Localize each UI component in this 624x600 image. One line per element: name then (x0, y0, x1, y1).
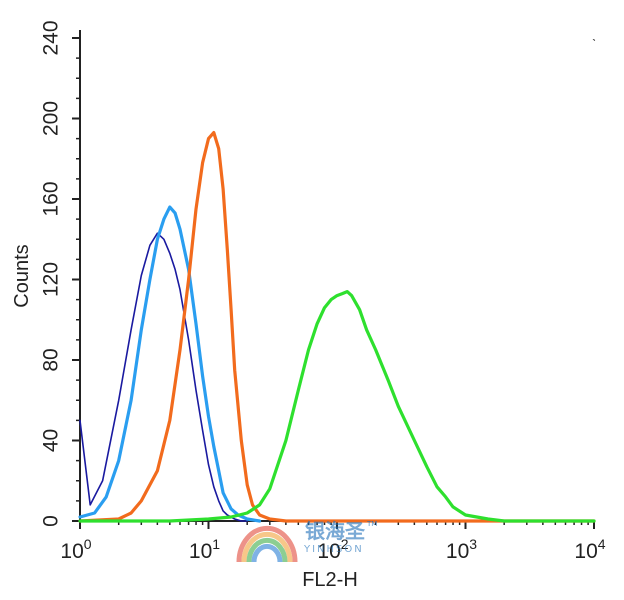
y-tick-label: 0 (40, 515, 63, 527)
y-tick-label: 40 (40, 429, 63, 452)
histogram-series (78, 131, 596, 523)
watermark-arc (246, 537, 288, 563)
y-tick-label: 80 (40, 348, 63, 371)
y-tick-label: 240 (40, 20, 63, 55)
y-axis-ticks: 0 40 80 120 160 200 240 (40, 20, 80, 527)
watermark-logo-icon (236, 525, 298, 563)
watermark-arc (236, 525, 298, 563)
stray-mark: ˎ (592, 25, 597, 41)
watermark-subtext: YINHSON (303, 544, 364, 555)
y-tick-label: 160 (40, 181, 63, 216)
y-tick-label: 200 (40, 101, 63, 136)
histogram-series-line-1 (79, 232, 248, 522)
histogram-series-line-4 (78, 290, 596, 523)
watermark-text: 银海圣 (305, 519, 366, 543)
watermark-logo: 银海圣 YINHSON TM (236, 519, 377, 563)
watermark-tm: TM (366, 520, 377, 528)
y-tick-label: 120 (40, 262, 63, 297)
watermark-arc (251, 543, 283, 563)
histogram-series-line-2 (78, 205, 262, 523)
x-tick-label: 104 (574, 536, 605, 563)
y-axis-title: Counts (11, 244, 33, 307)
watermark-arc (241, 531, 293, 563)
histogram-series-line-3 (78, 131, 596, 523)
x-tick-label: 103 (446, 536, 477, 563)
x-tick-label: 101 (189, 536, 220, 563)
x-axis-title: FL2-H (302, 569, 358, 591)
x-tick-label: 100 (60, 536, 91, 563)
